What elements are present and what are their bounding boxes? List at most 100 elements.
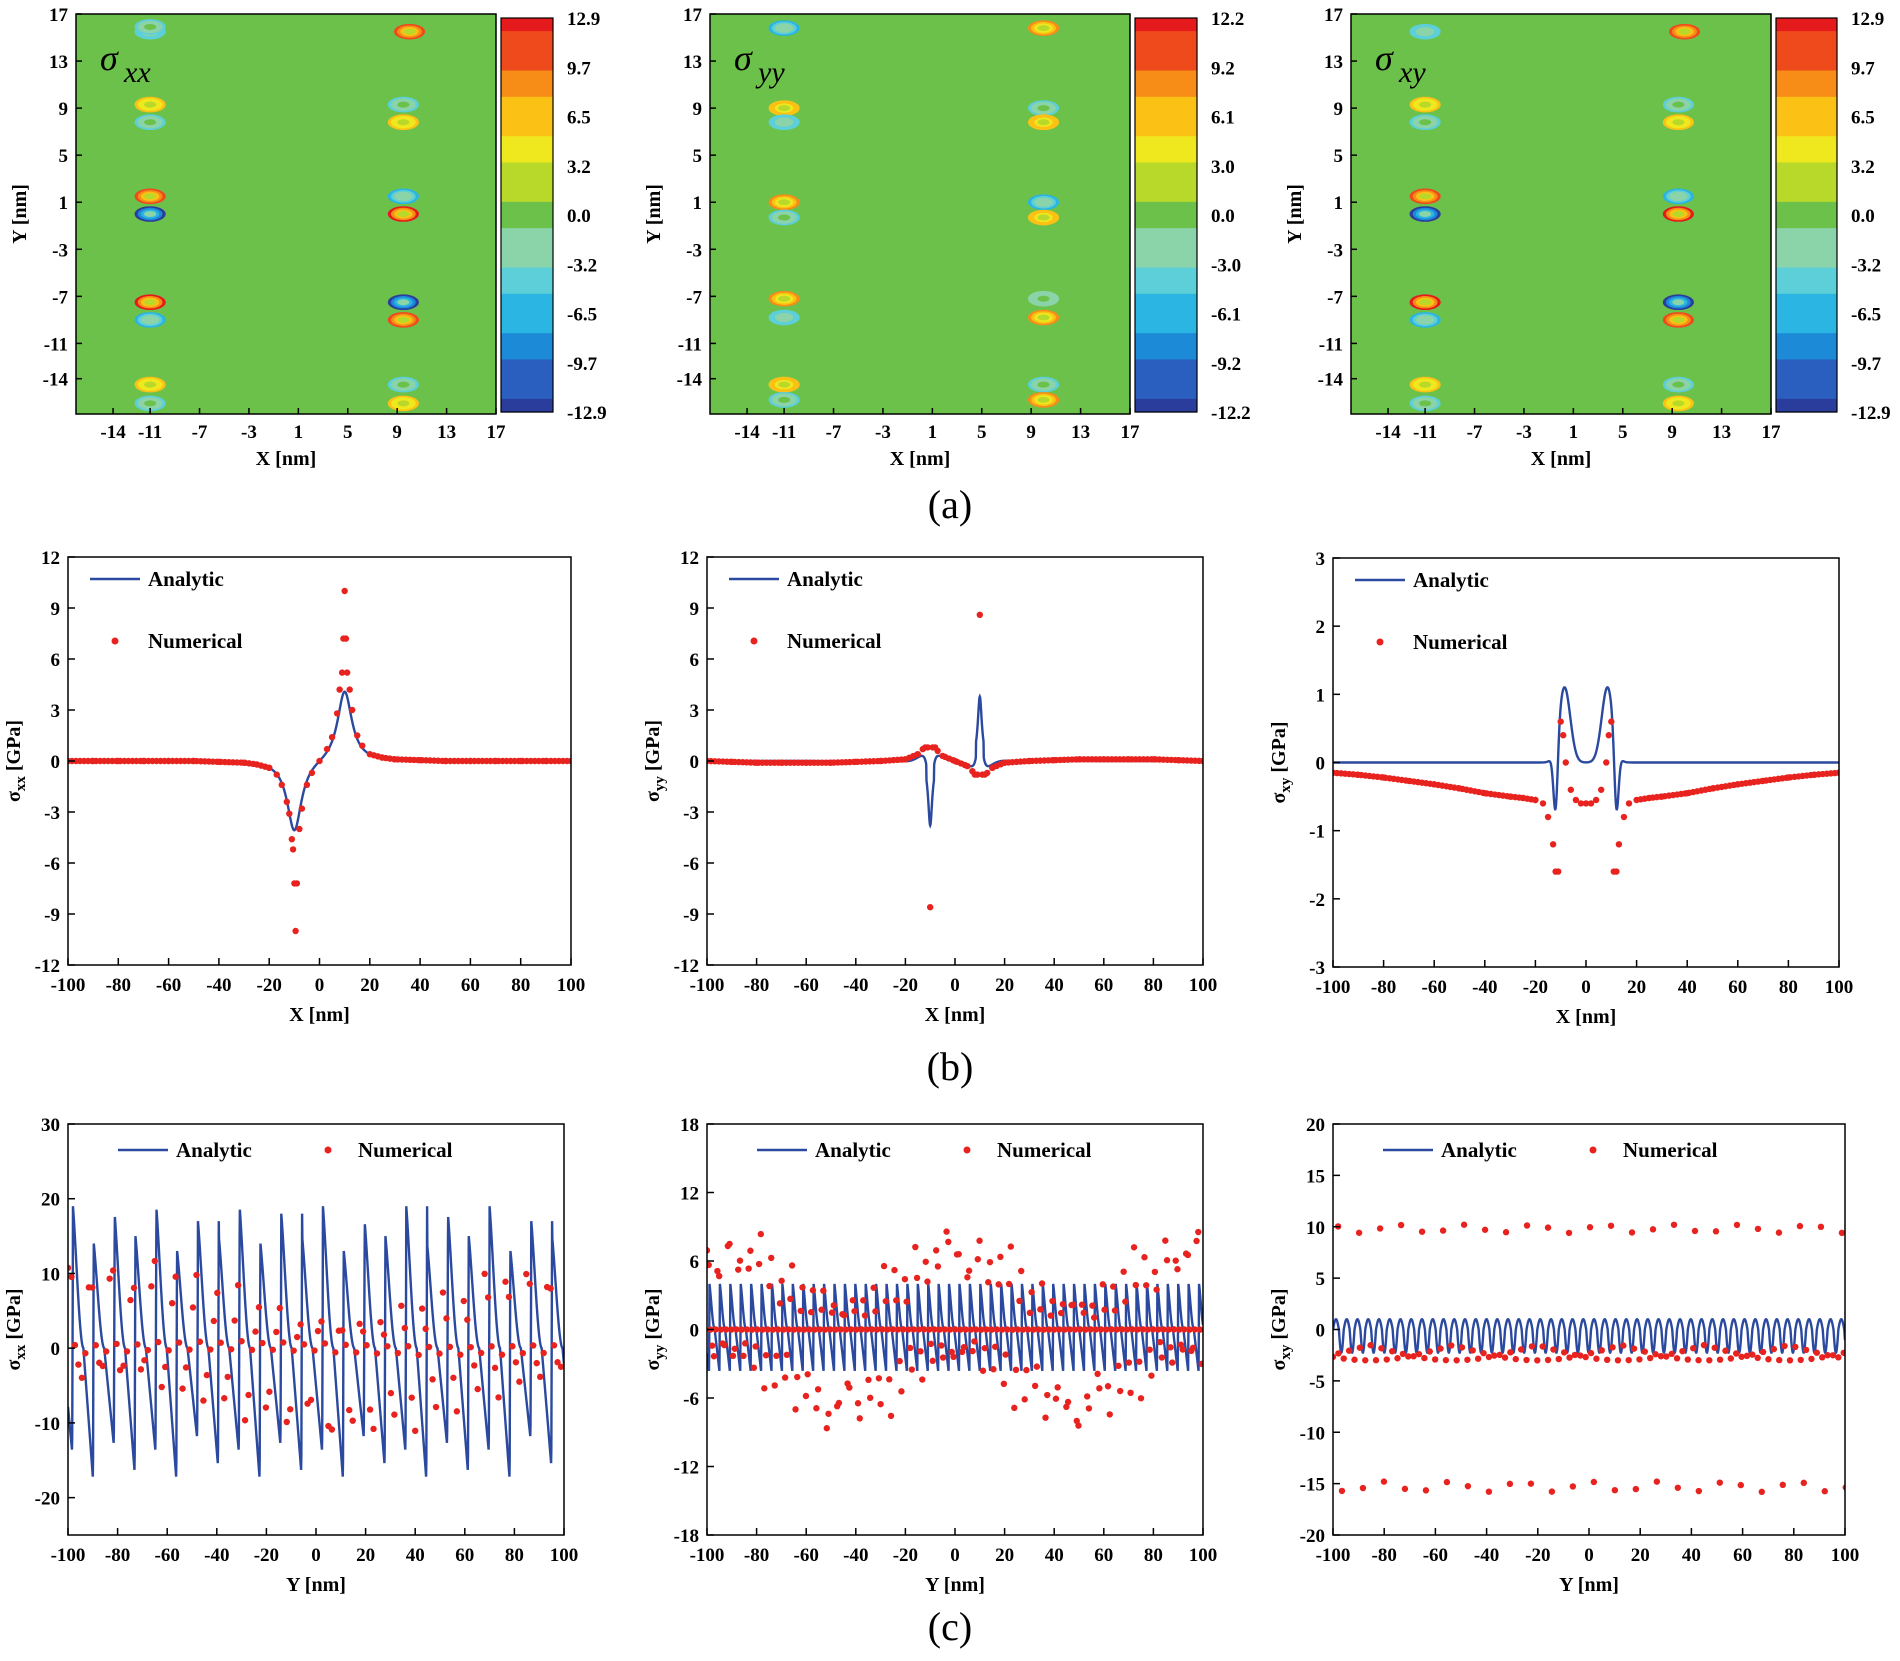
numerical-point	[1149, 1326, 1157, 1333]
map-peak-ring	[778, 214, 791, 221]
numerical-point	[1338, 1487, 1346, 1495]
numerical-point	[747, 1247, 754, 1254]
numerical-point	[752, 1343, 759, 1350]
numerical-point	[207, 1346, 214, 1353]
x-tick-label: 0	[1581, 977, 1591, 998]
colorbar-tick-label: 3.2	[567, 157, 591, 178]
numerical-point	[1779, 1481, 1786, 1489]
colorbar-swatch	[1135, 320, 1197, 334]
map-peak-ring	[397, 316, 410, 323]
colorbar-frame	[1775, 17, 1838, 413]
y-axis-label: σyy [GPa]	[642, 1289, 668, 1371]
numerical-point	[123, 1348, 131, 1355]
y-tick-label: -9	[44, 905, 60, 926]
x-tick-label: 80	[511, 975, 530, 996]
numerical-point	[1738, 1353, 1745, 1360]
numerical-point	[717, 1326, 725, 1333]
colorbar-swatch	[1776, 109, 1837, 124]
numerical-point	[1442, 1356, 1450, 1364]
numerical-point	[1625, 1356, 1632, 1364]
numerical-point	[837, 1326, 844, 1333]
legend: Analytic Numerical	[1355, 568, 1508, 654]
numerical-point	[1842, 1484, 1845, 1491]
colorbar-tick-label: 9.7	[1851, 58, 1875, 79]
numerical-point	[1355, 1229, 1363, 1236]
colorbar-tick-label: -3.2	[1851, 255, 1881, 276]
numerical-point	[1565, 1229, 1573, 1237]
y-tick-label: -14	[43, 370, 69, 391]
numerical-point	[1421, 1354, 1428, 1362]
numerical-point	[774, 1326, 782, 1333]
map-peak-ring	[1672, 101, 1685, 108]
numerical-point	[1054, 1384, 1061, 1391]
y-tick-label: 5	[1316, 1269, 1326, 1290]
map-peak-ring	[1419, 316, 1432, 323]
panel-label-c: (c)	[928, 1604, 972, 1649]
map-peak	[387, 376, 419, 393]
numerical-point	[1146, 1346, 1153, 1353]
numerical-point	[292, 927, 299, 935]
x-tick-label: 60	[1094, 975, 1113, 996]
map-peak	[387, 206, 419, 222]
numerical-point	[924, 744, 931, 751]
numerical-point	[893, 1297, 900, 1304]
numerical-point	[401, 1324, 408, 1332]
y-tick-label: 12	[680, 548, 699, 569]
legend-numerical-label: Numerical	[148, 629, 243, 653]
map-peak-ring	[778, 119, 791, 126]
numerical-point	[1716, 1479, 1724, 1486]
numerical-point	[516, 1378, 523, 1385]
colorbar-swatch	[1776, 372, 1837, 387]
y-tick-label: -5	[1309, 1372, 1325, 1393]
legend-numerical-label: Numerical	[997, 1138, 1092, 1162]
numerical-point	[773, 1352, 780, 1360]
numerical-point	[106, 1275, 113, 1282]
numerical-point	[78, 1374, 86, 1381]
x-tick-label: -7	[826, 422, 842, 443]
numerical-point	[816, 1326, 824, 1333]
chart-sxx-vs-x: -100 -80 -60 -40 -20 0 20 40 60 80 100 12 9 6 3 0 -3 -6 -9…	[3, 548, 585, 1026]
numerical-point	[1652, 1351, 1659, 1358]
x-tick-label: -11	[1413, 422, 1437, 443]
numerical-point	[882, 1297, 890, 1305]
numerical-point	[795, 1326, 803, 1333]
numerical-point	[1684, 1356, 1692, 1363]
numerical-point	[1571, 1351, 1579, 1359]
colorbar-swatch	[1776, 57, 1837, 72]
colorbar-swatch	[1776, 83, 1837, 98]
x-tick-label: 17	[1762, 422, 1782, 443]
numerical-point	[825, 1410, 832, 1417]
chart-syy-vs-x: -100 -80 -60 -40 -20 0 20 40 60 80 100 12 9 6 3 0 -3 -6 -9…	[642, 548, 1217, 1026]
y-axis-label: σxy [GPa]	[1268, 1289, 1294, 1371]
x-tick-label: 80	[1144, 1545, 1163, 1566]
x-tick-label: -40	[206, 975, 231, 996]
legend: Analytic Numerical	[90, 567, 243, 653]
numerical-point	[761, 1385, 768, 1392]
colorbar-swatch	[1135, 31, 1197, 45]
colorbar-swatch	[1135, 372, 1197, 387]
colorbar-swatch	[501, 201, 553, 216]
numerical-point	[889, 1326, 896, 1333]
numerical-point	[759, 1326, 766, 1333]
numerical-point	[540, 1349, 547, 1357]
numerical-point	[741, 1340, 749, 1347]
colorbar-swatch	[1776, 241, 1837, 255]
x-tick-label: 0	[950, 975, 960, 996]
colorbar-tick-label: 6.5	[567, 108, 591, 129]
numerical-point	[926, 1326, 933, 1333]
numerical-point	[1786, 1357, 1794, 1364]
numerical-point	[766, 1282, 773, 1290]
numerical-point	[1439, 1227, 1447, 1234]
legend-analytic-label: Analytic	[1441, 1138, 1517, 1162]
colorbar-tick-label: 6.5	[1851, 108, 1875, 129]
numerical-point	[764, 1326, 771, 1333]
numerical-point	[554, 1359, 561, 1366]
numerical-point	[1199, 757, 1203, 765]
y-tick-label: -6	[683, 1389, 699, 1410]
map-peak	[134, 96, 166, 113]
colorbar-swatch	[1135, 109, 1197, 124]
map-symbol: σ	[734, 38, 753, 78]
numerical-point	[359, 1328, 367, 1335]
